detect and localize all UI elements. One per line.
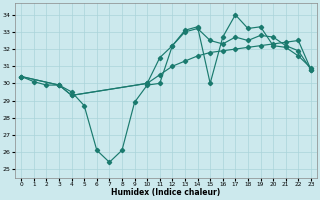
X-axis label: Humidex (Indice chaleur): Humidex (Indice chaleur)	[111, 188, 221, 197]
